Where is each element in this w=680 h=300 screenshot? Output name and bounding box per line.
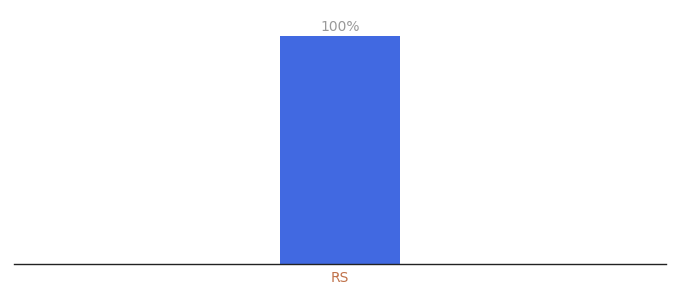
- Text: 100%: 100%: [320, 20, 360, 34]
- Bar: [280, 36, 400, 264]
